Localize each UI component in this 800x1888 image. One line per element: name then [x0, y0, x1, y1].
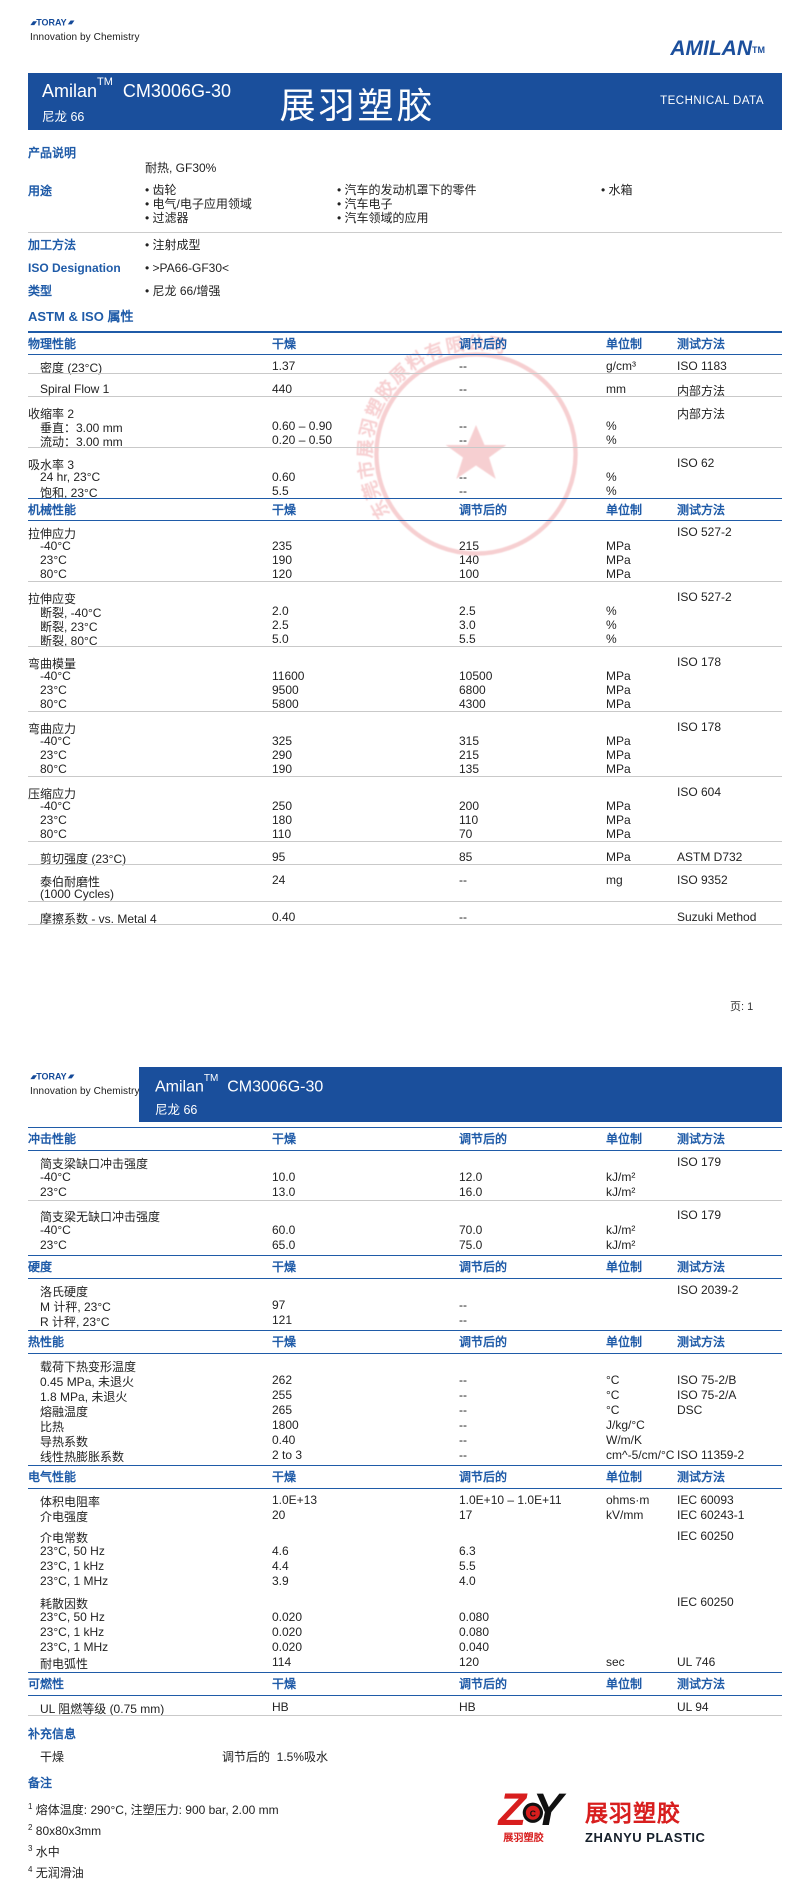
- svg-text:C: C: [530, 1809, 536, 1819]
- svg-text:东莞市展羽塑胶原料有限公司: 东莞市展羽塑胶原料有限公司: [354, 333, 509, 523]
- svg-text:展羽塑胶: 展羽塑胶: [503, 1831, 544, 1844]
- svg-text:TORAY: TORAY: [36, 18, 66, 28]
- svg-text:TORAY: TORAY: [36, 1072, 66, 1082]
